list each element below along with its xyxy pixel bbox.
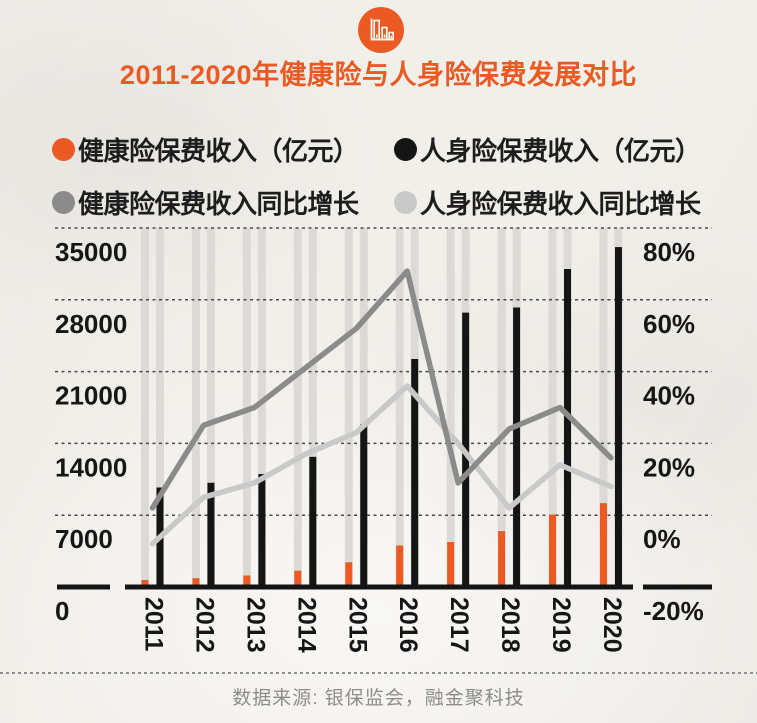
column-stripe	[344, 228, 353, 587]
y-tick-label-left: 21000	[55, 381, 127, 411]
data-source: 数据来源: 银保监会，融金聚科技	[232, 688, 525, 709]
y-tick-label-left: 0	[55, 596, 69, 626]
legend-label: 人身险保费收入同比增长	[420, 189, 701, 219]
column-stripe	[191, 228, 200, 587]
x-tick-label: 2012	[190, 597, 218, 653]
bar-personal-premium	[614, 247, 622, 587]
line-health-growth	[149, 268, 614, 511]
x-tick-label: 2019	[547, 597, 575, 653]
icon-circle	[358, 7, 404, 53]
y-tick-label-left: 35000	[55, 237, 127, 267]
x-tick-label: 2020	[598, 597, 626, 653]
column-stripe	[359, 228, 368, 587]
bar-personal-premium	[513, 307, 521, 587]
bar-health-premium	[447, 541, 455, 587]
bar-health-premium	[294, 570, 302, 587]
x-tick-label: 2016	[394, 597, 422, 653]
y-tick-label-left: 7000	[55, 524, 113, 554]
bar-health-premium	[243, 575, 251, 587]
legend-dot-health-growth	[52, 191, 75, 214]
column-stripe	[446, 228, 455, 587]
bar-personal-premium	[207, 482, 215, 587]
bar-chart-icon-svg	[358, 7, 404, 53]
y-tick-label-right: 80%	[643, 237, 695, 267]
x-tick-label: 2015	[343, 597, 371, 653]
legend-dot-personal-premium	[394, 138, 417, 161]
bar-personal-premium	[564, 269, 572, 587]
x-tick-label: 2018	[496, 597, 524, 653]
icon-bar-tall-dot	[376, 34, 378, 38]
legend-dot-health-premium	[52, 138, 75, 161]
y-tick-label-right: -20%	[643, 596, 704, 626]
bar-health-premium	[396, 545, 404, 587]
premium-comparison-chart: 35000 28000 21000 14000 7000 0 80% 60% 40% 20% 0% -…	[55, 227, 712, 653]
bar-health-premium	[345, 562, 353, 587]
column-stripe	[497, 228, 506, 587]
bar-health-premium	[498, 531, 506, 587]
icon-bar-small	[388, 31, 395, 41]
column-stripe	[141, 228, 149, 587]
legend-label: 健康险保费收入同比增长	[78, 189, 359, 219]
legend-item-personal-growth: 人身险保费收入同比增长	[394, 184, 712, 221]
x-tick-label: 2014	[292, 597, 320, 653]
x-tick-label: 2013	[241, 597, 269, 653]
column-stripe	[293, 228, 302, 587]
bar-personal-premium	[360, 424, 368, 587]
column-stripe	[156, 228, 164, 587]
legend-label: 健康险保费收入（亿元）	[78, 136, 359, 166]
bar-health-premium	[599, 503, 607, 587]
y-tick-label-left: 14000	[55, 452, 127, 482]
y-tick-label-right: 20%	[643, 452, 695, 482]
column-stripe	[395, 228, 404, 587]
column-stripe	[308, 228, 317, 587]
x-tick-label: 2011	[140, 597, 168, 651]
poster-title: 2011-2020年健康险与人身险保费发展对比	[119, 60, 638, 90]
legend-item-personal-premium: 人身险保费收入（亿元）	[394, 131, 712, 168]
column-stripe	[599, 228, 608, 587]
legend-dot-personal-growth	[394, 191, 417, 214]
bar-personal-premium	[309, 456, 317, 587]
legend-label: 人身险保费收入（亿元）	[420, 136, 701, 166]
legend-item-health-growth: 健康险保费收入同比增长	[52, 184, 394, 221]
legend-item-health-premium: 健康险保费收入（亿元）	[52, 131, 394, 168]
column-stripe	[257, 228, 266, 587]
x-tick-label: 2017	[445, 597, 473, 653]
bar-personal-premium	[411, 358, 419, 587]
y-tick-label-right: 0%	[643, 524, 681, 554]
column-stripe	[548, 228, 557, 587]
icon-bar-mid	[381, 26, 388, 41]
icon-bar-mid-dot	[383, 34, 386, 38]
line-personal-growth	[149, 383, 614, 547]
bar-health-premium	[192, 578, 200, 587]
column-stripe	[206, 228, 215, 587]
bar-health-premium	[549, 514, 557, 587]
bar-personal-premium	[258, 474, 266, 587]
icon-bar-small-dot	[390, 35, 392, 39]
legend: 健康险保费收入（亿元） 人身险保费收入（亿元） 健康险保费收入同比增长 人身险保…	[52, 131, 712, 221]
bar-health-premium	[141, 579, 149, 587]
y-tick-label-left: 28000	[55, 309, 127, 339]
y-tick-label-right: 40%	[643, 381, 695, 411]
footer-divider	[0, 672, 757, 674]
icon-bar-tall	[373, 19, 381, 41]
bar-chart-icon	[358, 7, 404, 53]
y-tick-label-right: 60%	[643, 309, 695, 339]
